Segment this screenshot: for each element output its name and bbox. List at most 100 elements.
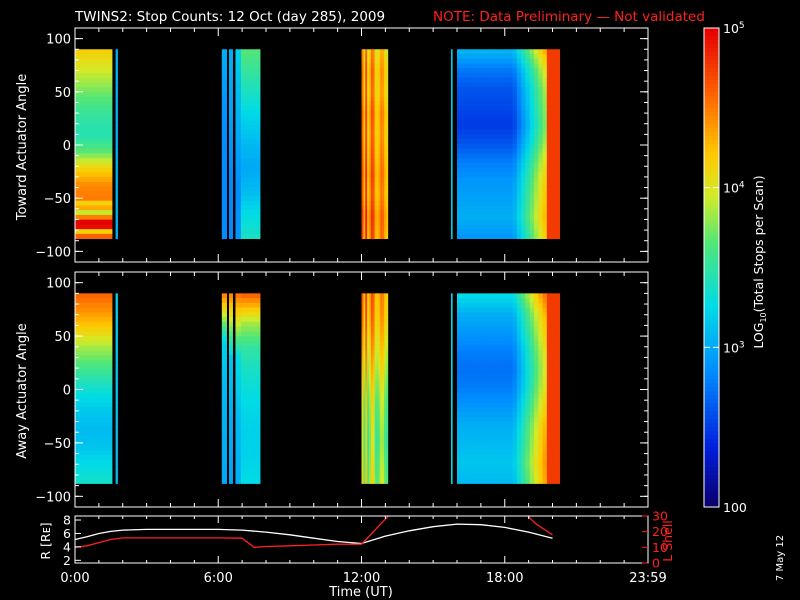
heatmap-cell (361, 224, 364, 230)
heatmap-cell (538, 49, 543, 55)
heatmap-cell (525, 106, 531, 112)
heatmap-cell (382, 321, 385, 328)
heatmap-cell (370, 331, 374, 337)
heatmap-cell (508, 191, 514, 197)
heatmap-cell (457, 407, 462, 413)
heatmap-cell (486, 426, 492, 432)
heatmap-cell (367, 49, 370, 55)
heatmap-cell (486, 293, 492, 299)
r-series-line (75, 523, 553, 545)
heatmap-cell (465, 374, 471, 380)
heatmap-cell (361, 317, 364, 323)
heatmap-cell (529, 445, 535, 451)
heatmap-cell (240, 87, 261, 93)
heatmap-cell (235, 378, 242, 385)
heatmap-cell (370, 233, 374, 239)
heatmap-cell (461, 416, 466, 423)
heatmap-cell (482, 331, 488, 337)
heatmap-cell (542, 120, 548, 126)
heatmap-cell (542, 200, 548, 206)
heatmap-cell (382, 388, 385, 394)
heatmap-cell (380, 321, 383, 328)
heatmap-cell (365, 115, 368, 121)
heatmap-cell (491, 125, 496, 131)
heatmap-cell (551, 49, 556, 55)
heatmap-cell (376, 393, 379, 399)
heatmap-cell (538, 87, 543, 93)
heatmap-cell (542, 77, 548, 83)
heatmap-cell (491, 87, 496, 93)
heatmap-cell (367, 435, 370, 442)
heatmap-cell (228, 402, 233, 408)
heatmap-cell (538, 359, 543, 366)
heatmap-cell (512, 196, 518, 202)
heatmap-cell (474, 82, 479, 88)
heatmap-cell (469, 345, 475, 351)
heatmap-cell (469, 402, 475, 408)
heatmap-cell (385, 224, 389, 230)
heatmap-cell (555, 191, 561, 197)
heatmap-cell (542, 331, 548, 337)
heatmap-cell (372, 72, 376, 79)
heatmap-cell (495, 200, 501, 206)
heatmap-cell (521, 172, 526, 178)
heatmap-cell (465, 454, 471, 461)
heatmap-cell (555, 58, 561, 64)
heatmap-cell (385, 167, 389, 173)
heatmap-cell (542, 459, 548, 465)
heatmap-cell (374, 421, 377, 427)
heatmap-cell (378, 125, 381, 131)
heatmap-cell (363, 96, 366, 102)
heatmap-cell (508, 120, 514, 126)
heatmap-cell (365, 364, 368, 370)
heatmap-cell (384, 383, 387, 389)
colorbar-cell (704, 63, 719, 69)
heatmap-cell (529, 478, 535, 484)
heatmap-cell (369, 407, 372, 413)
heatmap-cell (529, 129, 535, 135)
heatmap-cell (363, 378, 366, 385)
heatmap-cell (378, 454, 381, 461)
heatmap-cell (374, 96, 377, 102)
heatmap-cell (465, 233, 471, 239)
heatmap-cell (538, 91, 543, 97)
heatmap-cell (542, 450, 548, 456)
heatmap-cell (457, 106, 462, 112)
heatmap-cell (384, 167, 387, 173)
heatmap-cell (529, 233, 535, 239)
heatmap-cell (376, 115, 379, 121)
heatmap-cell (240, 172, 261, 178)
heatmap-cell (516, 181, 522, 187)
heatmap-cell (461, 162, 466, 168)
heatmap-cell (457, 129, 462, 135)
heatmap-cell (75, 181, 113, 187)
heatmap-cell (512, 214, 518, 221)
heatmap-cell (461, 393, 466, 399)
heatmap-cell (370, 49, 374, 55)
heatmap-cell (538, 388, 543, 394)
heatmap-cell (382, 181, 385, 187)
heatmap-cell (512, 435, 518, 442)
colorbar-cell (704, 483, 719, 488)
heatmap-cell (380, 96, 383, 102)
heatmap-cell (542, 431, 548, 437)
heatmap-cell (370, 91, 374, 97)
heatmap-cell (75, 369, 113, 375)
heatmap-cell (534, 77, 539, 83)
heatmap-cell (495, 196, 501, 202)
heatmap-cell (486, 162, 492, 168)
heatmap-cell (451, 393, 453, 399)
heatmap-cell (512, 340, 518, 347)
colorbar-cell (704, 391, 719, 396)
heatmap-cell (451, 58, 453, 64)
heatmap-cell (521, 139, 526, 145)
heatmap-cell (529, 143, 535, 150)
heatmap-cell (365, 336, 368, 342)
colorbar-cell (704, 275, 719, 280)
heatmap-cell (499, 336, 505, 342)
heatmap-block (361, 293, 389, 484)
heatmap-cell (534, 402, 539, 408)
heatmap-cell (380, 181, 383, 187)
heatmap-cell (504, 167, 509, 173)
